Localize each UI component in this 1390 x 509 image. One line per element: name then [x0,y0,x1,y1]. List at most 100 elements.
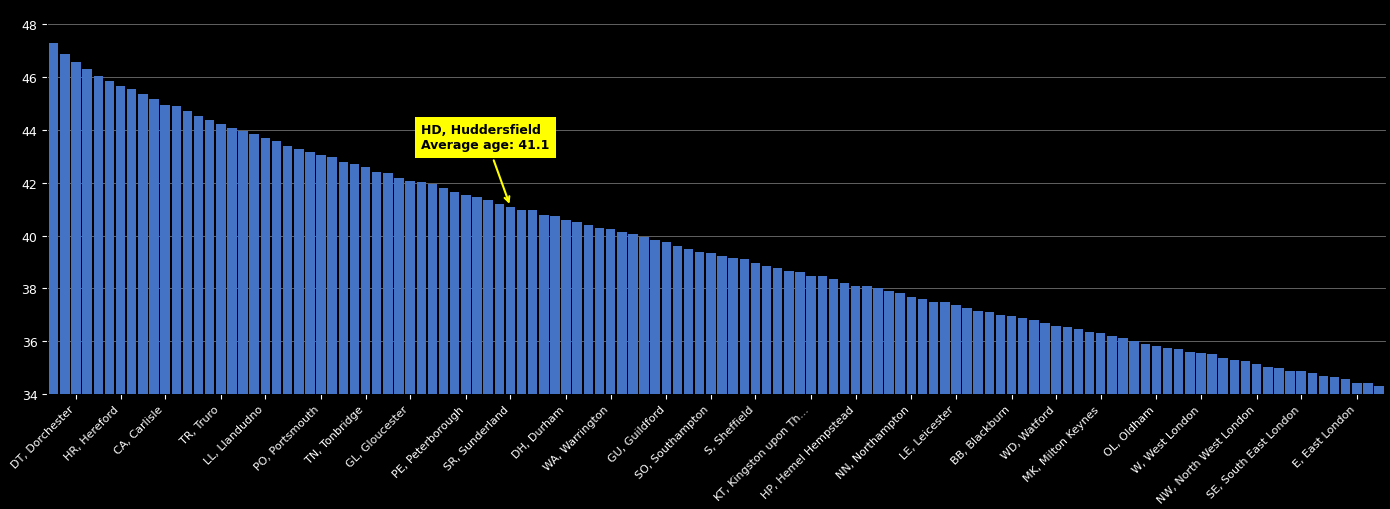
Bar [840,283,849,509]
Bar [1073,329,1083,509]
Bar [929,302,938,509]
Bar [1017,319,1027,509]
Bar [1106,336,1116,509]
Bar [751,264,760,509]
Bar [1319,376,1329,509]
Bar [773,268,783,509]
Bar [1029,320,1038,509]
Bar [895,293,905,509]
Bar [104,82,114,509]
Bar [60,54,70,509]
Bar [1051,327,1061,509]
Bar [884,291,894,509]
Bar [484,201,493,509]
Bar [1062,327,1072,509]
Bar [539,215,549,509]
Bar [350,165,359,509]
Bar [662,242,671,509]
Bar [1275,369,1283,509]
Bar [384,174,392,509]
Bar [984,313,994,509]
Bar [1152,346,1161,509]
Bar [272,142,281,509]
Bar [1175,349,1183,509]
Bar [306,153,314,509]
Bar [49,44,58,509]
Bar [361,168,370,509]
Bar [995,315,1005,509]
Bar [962,308,972,509]
Bar [1286,371,1294,509]
Bar [873,289,883,509]
Bar [573,222,582,509]
Bar [495,205,505,509]
Bar [182,111,192,509]
Bar [851,286,860,509]
Bar [806,276,816,509]
Bar [1163,348,1172,509]
Bar [917,299,927,509]
Bar [1230,360,1238,509]
Bar [149,99,158,509]
Bar [428,185,438,509]
Bar [1208,354,1216,509]
Bar [639,237,649,509]
Bar [261,139,270,509]
Bar [940,302,949,509]
Bar [506,207,516,509]
Bar [817,276,827,509]
Bar [862,286,872,509]
Bar [728,259,738,509]
Bar [126,90,136,509]
Bar [317,156,325,509]
Bar [339,163,348,509]
Bar [1197,353,1205,509]
Bar [227,128,236,509]
Bar [617,232,627,509]
Bar [1341,380,1351,509]
Bar [684,249,694,509]
Bar [373,173,381,509]
Bar [71,63,81,509]
Bar [706,254,716,509]
Bar [82,70,92,509]
Bar [651,241,660,509]
Bar [473,197,482,509]
Bar [461,196,471,509]
Bar [517,210,527,509]
Bar [406,182,414,509]
Bar [1364,383,1373,509]
Bar [1330,377,1340,509]
Bar [795,272,805,509]
Bar [606,229,616,509]
Bar [828,279,838,509]
Bar [1084,332,1094,509]
Bar [584,225,594,509]
Bar [739,260,749,509]
Bar [695,252,705,509]
Bar [171,107,181,509]
Bar [973,311,983,509]
Bar [204,121,214,509]
Bar [951,305,960,509]
Bar [160,105,170,509]
Bar [1095,333,1105,509]
Bar [673,247,682,509]
Bar [1130,341,1138,509]
Bar [717,256,727,509]
Bar [450,192,460,509]
Bar [115,87,125,509]
Bar [1297,371,1307,509]
Bar [1186,352,1194,509]
Bar [550,217,560,509]
Bar [193,117,203,509]
Bar [1219,358,1227,509]
Bar [1241,361,1250,509]
Bar [1118,338,1127,509]
Bar [395,178,403,509]
Bar [138,95,147,509]
Bar [1006,316,1016,509]
Bar [439,188,449,509]
Bar [1264,367,1272,509]
Bar [284,147,292,509]
